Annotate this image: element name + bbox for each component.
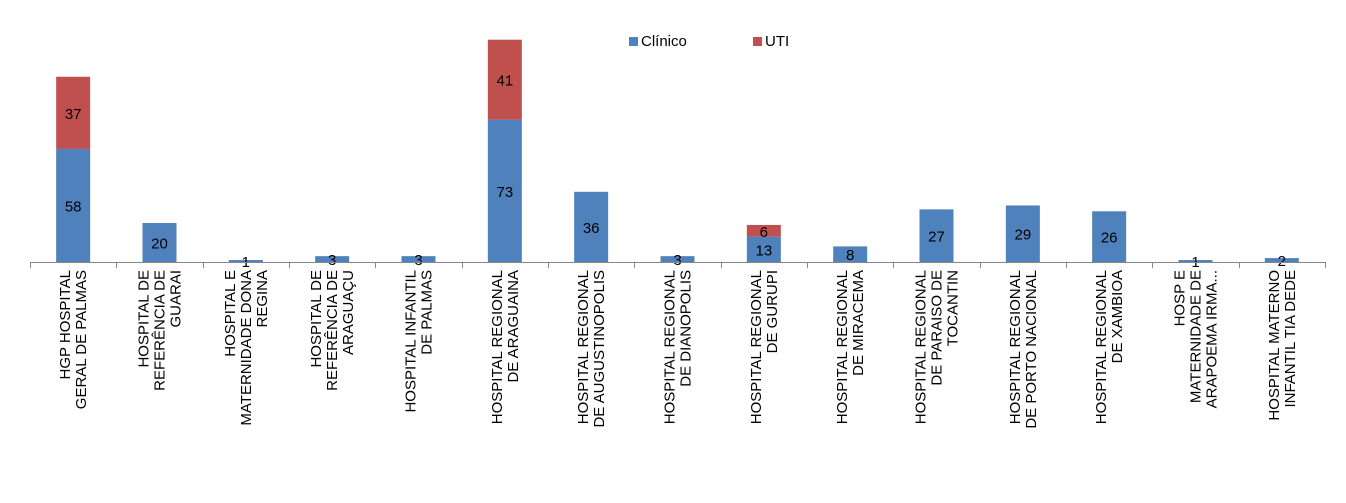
bar-clinico	[315, 256, 350, 262]
x-tick-label: HOSPITAL REGIONAL DE AUGUSTINOPOLIS	[575, 270, 608, 428]
bar-clinico	[919, 209, 954, 262]
legend: Clínico UTI	[629, 33, 789, 50]
data-label: 13	[755, 242, 772, 259]
x-tick-label-line: REGINA	[254, 270, 271, 328]
x-axis	[30, 262, 1326, 268]
data-label: 29	[1014, 227, 1031, 244]
x-tick-label-line: HOSPITAL REGIONAL	[662, 270, 679, 424]
x-tick-label-line: HOSPITAL REGIONAL	[913, 270, 930, 424]
x-tick-labels: HGP HOSPITAL GERAL DE PALMAS HOSPITAL DE RE…	[57, 270, 1299, 429]
x-tick-label-line: DE AUGUSTINOPOLIS	[591, 270, 608, 428]
x-tick-label-line: HOSPITAL MATERNO	[1266, 270, 1283, 421]
x-tick-label-line: HOSPITAL REGIONAL	[1007, 270, 1024, 424]
data-label: 37	[65, 106, 82, 123]
x-tick-label: HOSP E MATERNIDADE DE ARAPOEMA IRMA...	[1172, 270, 1221, 408]
x-tick-label-line: DE PARAISO DE	[929, 270, 946, 386]
x-tick-label: HOSPITAL REGIONAL DE XAMBIOA	[1093, 270, 1126, 424]
x-tick-label-line: ARAPOEMA IRMA...	[1204, 270, 1221, 408]
bar-clinico	[574, 191, 609, 262]
bar-clinico	[1005, 205, 1040, 262]
data-label: 58	[65, 198, 82, 215]
x-tick-label-line: REFERÊNCIA DE	[152, 270, 169, 391]
x-tick-label: HOSPITAL REGIONAL DE PORTO NACIONAL	[1007, 270, 1040, 429]
data-label: 73	[496, 184, 513, 201]
data-label: 8	[846, 247, 854, 264]
data-label: 26	[1101, 230, 1118, 247]
bar-clinico	[1092, 211, 1127, 262]
x-tick-label-line: DE ARAGUAINA	[505, 270, 522, 383]
legend-label: UTI	[765, 33, 789, 50]
data-label: 3	[414, 252, 422, 269]
data-label: 2	[1278, 253, 1286, 270]
x-tick-label-line: HOSPITAL DE	[308, 270, 325, 368]
bar-clinico	[1178, 260, 1213, 262]
x-tick-label: HOSPITAL DE REFERÊNCIA DE GUARAI	[136, 270, 185, 391]
bars-layer	[56, 39, 1299, 263]
x-tick-label-line: TOCANTIN	[945, 270, 962, 346]
bar-clinico	[746, 236, 781, 262]
data-label: 27	[928, 229, 945, 246]
legend-swatch	[629, 37, 638, 46]
bar-clinico	[833, 246, 868, 262]
x-tick-label: HOSPITAL INFANTIL DE PALMAS	[403, 270, 436, 413]
x-tick-label-line: REFERÊNCIA DE	[324, 270, 341, 391]
x-tick-label-line: DE XAMBIOA	[1109, 270, 1126, 363]
data-label: 3	[328, 252, 336, 269]
x-tick-label: HOSPITAL REGIONAL DE MIRACEMA	[834, 270, 867, 424]
x-tick-label-line: HOSPITAL REGIONAL	[489, 270, 506, 424]
x-tick-label: HOSPITAL DE REFERÊNCIA DE ARAGUAÇU	[308, 270, 357, 391]
x-tick-label: HOSPITAL MATERNO INFANTIL TIA DEDE	[1266, 270, 1299, 421]
data-label: 3	[673, 252, 681, 269]
bar-uti	[56, 76, 91, 149]
bar-clinico	[660, 256, 695, 262]
bar-clinico	[56, 148, 91, 262]
x-tick-label-line: MATERNIDADE DONA	[238, 270, 255, 426]
x-tick-label: HOSPITAL REGIONAL DE GURUPI	[748, 270, 781, 424]
x-tick-label-line: HOSPITAL REGIONAL	[1093, 270, 1110, 424]
x-tick-label-line: DE PORTO NACIONAL	[1023, 270, 1040, 429]
legend-swatch	[753, 37, 762, 46]
x-tick-label-line: DE DIANOPOLIS	[678, 270, 695, 387]
x-tick-label-line: INFANTIL TIA DEDE	[1282, 270, 1299, 408]
bar-clinico	[142, 223, 177, 262]
x-tick-label-line: HOSPITAL DE	[136, 270, 153, 368]
legend-label: Clínico	[641, 33, 687, 50]
x-tick-label-line: DE MIRACEMA	[850, 270, 867, 376]
x-tick-label-line: ARAGUAÇU	[340, 270, 357, 355]
x-tick-label-line: HOSPITAL REGIONAL	[575, 270, 592, 424]
legend-item: UTI	[753, 33, 789, 50]
x-tick-label: HOSPITAL REGIONAL DE PARAISO DE TOCANTIN	[913, 270, 962, 424]
x-tick-label-line: GERAL DE PALMAS	[73, 270, 90, 409]
x-tick-label-line: HOSPITAL REGIONAL	[834, 270, 851, 424]
bar-clinico	[487, 119, 522, 263]
x-tick-label: HOSPITAL REGIONAL DE DIANOPOLIS	[662, 270, 695, 424]
bar-clinico	[401, 256, 436, 262]
x-tick-label: HGP HOSPITAL GERAL DE PALMAS	[57, 270, 90, 409]
x-tick-label-line: HGP HOSPITAL	[57, 270, 74, 379]
data-label: 6	[760, 224, 768, 241]
data-label: 20	[151, 236, 168, 253]
x-tick-label-line: HOSP E	[1172, 270, 1189, 326]
legend-item: Clínico	[629, 33, 687, 50]
x-tick-label-line: MATERNIDADE DE	[1188, 270, 1205, 403]
bar-uti	[487, 39, 522, 120]
bar-clinico	[228, 260, 263, 262]
x-tick-label-line: HOSPITAL REGIONAL	[748, 270, 765, 424]
x-tick-label-line: DE PALMAS	[419, 270, 436, 355]
data-label: 41	[496, 73, 513, 90]
x-tick-label: HOSPITAL E MATERNIDADE DONA REGINA	[222, 270, 271, 426]
bar-uti	[746, 224, 781, 237]
x-tick-label-line: HOSPITAL INFANTIL	[403, 270, 420, 413]
x-tick-label-line: DE GURUPI	[764, 270, 781, 353]
x-tick-label-line: GUARAI	[168, 270, 185, 328]
x-tick-label-line: HOSPITAL E	[222, 270, 239, 357]
bar-clinico	[1264, 258, 1299, 262]
data-label: 36	[583, 220, 600, 237]
